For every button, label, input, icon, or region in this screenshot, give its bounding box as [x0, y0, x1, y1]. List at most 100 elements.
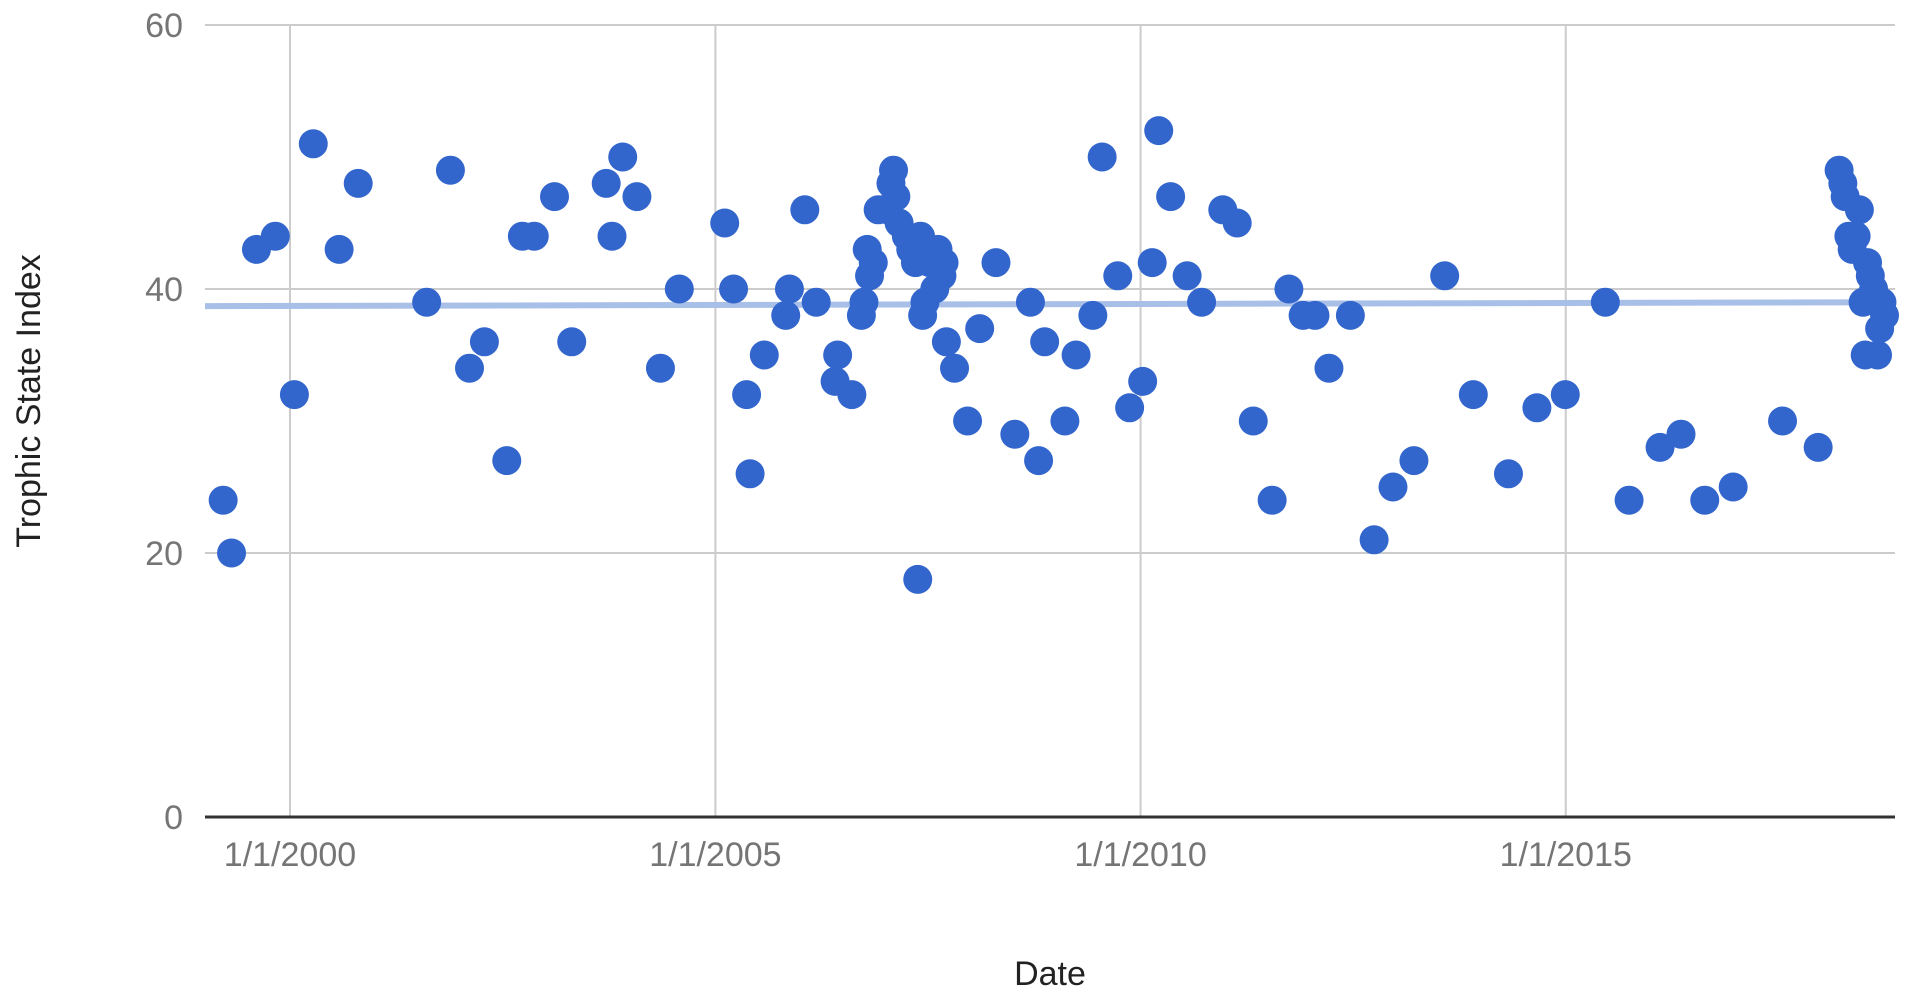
data-point: [881, 182, 911, 212]
y-tick-label: 0: [164, 799, 183, 837]
data-point: [1335, 300, 1365, 330]
x-tick-label: 1/1/2005: [649, 836, 781, 874]
data-point: [710, 208, 740, 238]
data-point: [1015, 287, 1045, 317]
x-tick-label: 1/1/2000: [224, 836, 356, 874]
data-point: [1115, 393, 1145, 423]
data-point: [940, 353, 970, 383]
data-point: [1841, 221, 1871, 251]
data-point: [1144, 116, 1174, 146]
data-point: [719, 274, 749, 304]
x-tick-label: 1/1/2015: [1500, 836, 1632, 874]
data-point: [929, 248, 959, 278]
data-point: [903, 564, 933, 594]
data-point: [1087, 142, 1117, 172]
data-point: [732, 380, 762, 410]
data-point: [412, 287, 442, 317]
data-point: [435, 155, 465, 185]
x-axis-title: Date: [1014, 955, 1086, 992]
data-point: [790, 195, 820, 225]
data-point: [981, 248, 1011, 278]
data-point: [217, 538, 247, 568]
data-point: [1870, 300, 1900, 330]
data-point: [557, 327, 587, 357]
data-point: [1137, 248, 1167, 278]
data-point: [1522, 393, 1552, 423]
data-point: [931, 327, 961, 357]
data-point: [1172, 261, 1202, 291]
data-point: [622, 182, 652, 212]
data-point: [1050, 406, 1080, 436]
data-point: [858, 248, 888, 278]
data-point: [597, 221, 627, 251]
data-point: [1718, 472, 1748, 502]
tick-labels: 0 20 40 60 1/1/2000 1/1/2005 1/1/2010 1/1/2015: [145, 7, 1632, 874]
data-point: [953, 406, 983, 436]
data-point: [608, 142, 638, 172]
data-point: [1024, 446, 1054, 476]
data-point: [1274, 274, 1304, 304]
data-point: [1550, 380, 1580, 410]
data-point: [1222, 208, 1252, 238]
trendline: [204, 299, 1896, 310]
data-point: [1103, 261, 1133, 291]
data-point: [823, 340, 853, 370]
data-point: [324, 234, 354, 264]
data-point: [1614, 485, 1644, 515]
y-tick-label: 40: [145, 271, 183, 309]
data-point: [879, 155, 909, 185]
data-point: [540, 182, 570, 212]
data-point: [260, 221, 290, 251]
data-point: [849, 287, 879, 317]
data-point: [1238, 406, 1268, 436]
data-point: [837, 380, 867, 410]
data-point: [343, 168, 373, 198]
data-point: [1128, 366, 1158, 396]
data-point: [1061, 340, 1091, 370]
trendline-group: [204, 299, 1896, 310]
data-point: [208, 485, 238, 515]
y-tick-label: 20: [145, 535, 183, 573]
data-point: [1378, 472, 1408, 502]
data-point: [749, 340, 779, 370]
data-point: [1359, 525, 1389, 555]
data-point: [1300, 300, 1330, 330]
data-point: [455, 353, 485, 383]
data-point: [771, 300, 801, 330]
y-tick-label: 60: [145, 7, 183, 45]
data-point: [664, 274, 694, 304]
data-point: [469, 327, 499, 357]
data-point: [774, 274, 804, 304]
data-point: [591, 168, 621, 198]
data-point: [1314, 353, 1344, 383]
data-point: [1666, 419, 1696, 449]
data-point: [1645, 432, 1675, 462]
data-point: [298, 129, 328, 159]
data-point: [1257, 485, 1287, 515]
data-point: [1399, 446, 1429, 476]
data-point: [492, 446, 522, 476]
data-point: [1844, 195, 1874, 225]
data-point: [1590, 287, 1620, 317]
data-point: [519, 221, 549, 251]
data-point: [1000, 419, 1030, 449]
data-point: [1187, 287, 1217, 317]
data-points: [208, 116, 1900, 594]
data-point: [1030, 327, 1060, 357]
data-point: [1768, 406, 1798, 436]
data-point: [801, 287, 831, 317]
data-point: [735, 459, 765, 489]
data-point: [1803, 432, 1833, 462]
data-point: [1430, 261, 1460, 291]
x-tick-label: 1/1/2010: [1074, 836, 1206, 874]
data-point: [1493, 459, 1523, 489]
data-point: [279, 380, 309, 410]
data-point: [645, 353, 675, 383]
grid-lines: [205, 24, 1895, 817]
data-point: [1078, 300, 1108, 330]
data-point: [1458, 380, 1488, 410]
data-point: [965, 314, 995, 344]
y-axis-title: Trophic State Index: [10, 254, 48, 548]
data-point: [1690, 485, 1720, 515]
